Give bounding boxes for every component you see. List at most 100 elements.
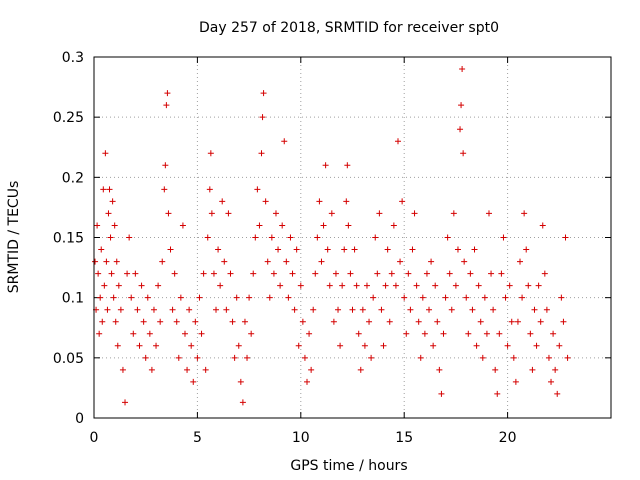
data-point	[533, 342, 540, 349]
data-point	[208, 210, 215, 217]
data-point	[198, 330, 205, 337]
data-point	[113, 258, 120, 265]
data-point	[552, 366, 559, 373]
data-point	[399, 198, 406, 205]
data-point	[213, 306, 220, 313]
y-tick-label: 0	[75, 411, 84, 427]
data-point	[339, 282, 346, 289]
data-point	[368, 354, 375, 361]
plot-frame	[93, 56, 612, 419]
data-point	[423, 270, 430, 277]
data-point	[252, 234, 259, 241]
data-point	[485, 210, 492, 217]
y-tick-label: 0.2	[62, 170, 84, 186]
data-point	[529, 366, 536, 373]
data-point	[268, 234, 275, 241]
data-point	[221, 258, 228, 265]
data-point	[233, 294, 240, 301]
data-point	[241, 318, 248, 325]
data-point	[458, 102, 465, 109]
data-point	[330, 318, 337, 325]
data-point	[109, 198, 116, 205]
data-point	[498, 270, 505, 277]
data-point	[469, 306, 476, 313]
data-point	[144, 294, 151, 301]
data-point	[272, 210, 279, 217]
data-point	[357, 366, 364, 373]
data-point	[210, 270, 217, 277]
data-point	[525, 282, 532, 289]
data-point	[254, 186, 261, 193]
data-point	[332, 270, 339, 277]
y-axis-label: SRMTID / TECUs	[6, 181, 22, 294]
data-point	[179, 222, 186, 229]
data-point	[531, 306, 538, 313]
data-point	[353, 282, 360, 289]
data-point	[345, 222, 352, 229]
data-point	[502, 294, 509, 301]
data-point	[108, 270, 115, 277]
data-point	[281, 138, 288, 145]
data-point	[99, 318, 106, 325]
data-point	[301, 354, 308, 361]
data-point	[106, 186, 113, 193]
data-point	[287, 234, 294, 241]
data-point	[219, 198, 226, 205]
data-point	[275, 246, 282, 253]
data-point	[318, 258, 325, 265]
data-point	[363, 282, 370, 289]
data-point	[308, 366, 315, 373]
data-point	[150, 306, 157, 313]
data-point	[97, 294, 104, 301]
data-point	[277, 282, 284, 289]
data-point	[167, 246, 174, 253]
data-point	[104, 306, 111, 313]
data-point	[136, 342, 143, 349]
data-point	[202, 366, 209, 373]
data-point	[343, 198, 350, 205]
data-point	[163, 102, 170, 109]
data-point	[297, 282, 304, 289]
data-point	[110, 294, 117, 301]
data-point	[471, 246, 478, 253]
data-point	[190, 378, 197, 385]
data-point	[415, 318, 422, 325]
data-point	[366, 318, 373, 325]
data-point	[432, 282, 439, 289]
data-point	[112, 318, 119, 325]
data-point	[237, 378, 244, 385]
data-point	[164, 90, 171, 97]
data-point	[359, 306, 366, 313]
x-axis-label: GPS time / hours	[290, 458, 407, 474]
data-point	[102, 150, 109, 157]
data-point	[481, 294, 488, 301]
data-point	[475, 282, 482, 289]
data-point	[227, 270, 234, 277]
data-point	[207, 150, 214, 157]
data-point	[560, 318, 567, 325]
data-point	[376, 210, 383, 217]
data-point	[134, 306, 141, 313]
data-point	[490, 306, 497, 313]
data-point	[119, 366, 126, 373]
chart-title: Day 257 of 2018, SRMTID for receiver spt…	[199, 20, 499, 36]
data-point	[304, 378, 311, 385]
data-point	[225, 210, 232, 217]
data-point	[397, 258, 404, 265]
data-point	[215, 246, 222, 253]
data-point	[306, 330, 313, 337]
data-point	[161, 186, 168, 193]
data-point	[148, 366, 155, 373]
data-point	[417, 354, 424, 361]
data-point	[157, 318, 164, 325]
data-point	[419, 294, 426, 301]
data-point	[510, 354, 517, 361]
data-point	[310, 306, 317, 313]
data-point	[405, 270, 412, 277]
data-point	[374, 270, 381, 277]
data-point	[283, 258, 290, 265]
data-point	[105, 210, 112, 217]
data-point	[512, 378, 519, 385]
data-point	[235, 342, 242, 349]
